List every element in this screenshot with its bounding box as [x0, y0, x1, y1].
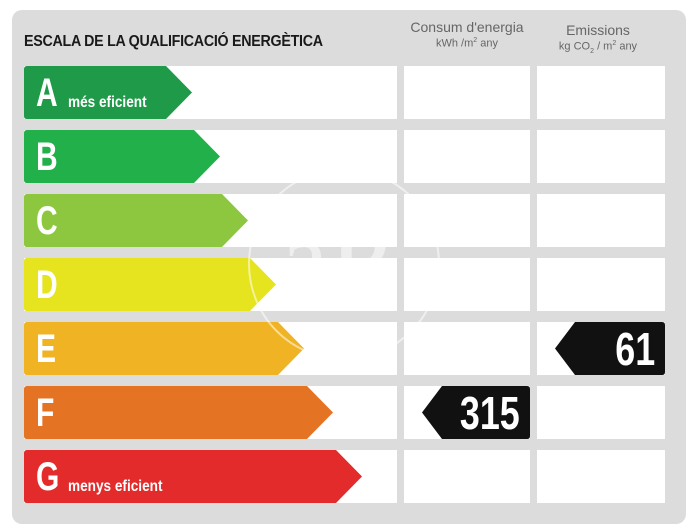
consumption-cell [404, 450, 530, 503]
rating-letter: F [36, 391, 55, 435]
rating-letter: D [36, 263, 58, 307]
rating-bar-b: B [24, 130, 220, 183]
emissions-cell [537, 130, 665, 183]
consumption-badge-value: 315 [460, 387, 520, 439]
consumption-cell [404, 322, 530, 375]
emissions-cell [537, 66, 665, 119]
emissions-column-header: Emissions kg CO2 / m2 any [533, 22, 663, 55]
emissions-badge-value: 61 [615, 323, 655, 375]
emissions-badge: 61 [555, 322, 665, 375]
rating-bar-d: D [24, 258, 276, 311]
rating-letter: C [36, 199, 58, 243]
consumption-label: Consum d'energia [410, 19, 524, 35]
rating-bar-c: C [24, 194, 248, 247]
rating-letter: B [36, 135, 58, 179]
emissions-unit: kg CO2 / m2 any [558, 40, 638, 55]
rating-letter: A [36, 71, 58, 115]
emissions-cell [537, 258, 665, 311]
watermark-logo: aP [248, 168, 440, 360]
emissions-cell [537, 386, 665, 439]
emissions-cell [537, 450, 665, 503]
watermark-text: aP [280, 197, 390, 319]
emissions-label: Emissions [566, 22, 630, 38]
rating-sublabel: menys eficient [68, 478, 163, 495]
rating-letter: E [36, 327, 57, 371]
page-title: ESCALA DE LA QUALIFICACIÓ ENERGÈTICA [24, 33, 323, 50]
emissions-cell [537, 194, 665, 247]
rating-bar-f: F [24, 386, 333, 439]
rating-sublabel: més eficient [68, 94, 147, 111]
consumption-cell [404, 66, 530, 119]
consumption-badge: 315 [422, 386, 530, 439]
consumption-unit: kWh /m2 any [436, 37, 498, 50]
rating-bar-e: E [24, 322, 304, 375]
consumption-cell [404, 130, 530, 183]
rating-letter: G [36, 455, 60, 499]
consumption-column-header: Consum d'energia kWh /m2 any [402, 19, 532, 50]
